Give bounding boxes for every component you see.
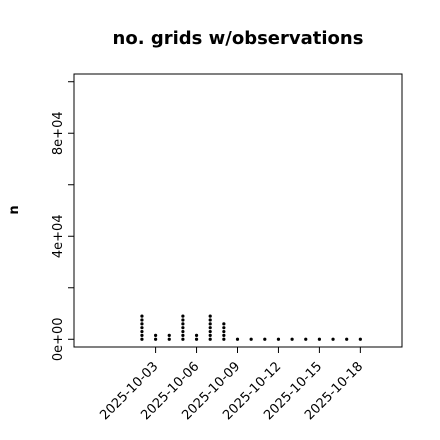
data-point bbox=[181, 322, 185, 326]
data-point bbox=[208, 322, 212, 326]
plot-frame bbox=[73, 73, 403, 348]
data-point bbox=[222, 337, 226, 341]
data-points bbox=[140, 314, 362, 341]
data-point bbox=[181, 318, 185, 322]
data-point bbox=[208, 314, 212, 318]
data-point bbox=[317, 337, 321, 341]
data-point bbox=[235, 337, 240, 341]
x-axis: 2025-10-032025-10-062025-10-092025-10-12… bbox=[97, 347, 366, 423]
data-point bbox=[140, 314, 144, 318]
y-tick-label: 8e+04 bbox=[51, 111, 66, 155]
data-point bbox=[140, 322, 144, 326]
y-axis: 0e+00 4e+04 8e+04 bbox=[51, 81, 74, 361]
data-point bbox=[345, 337, 349, 341]
data-point bbox=[167, 337, 171, 341]
data-point bbox=[140, 318, 144, 322]
data-point bbox=[140, 333, 144, 338]
data-point bbox=[263, 337, 267, 341]
data-point bbox=[181, 329, 185, 334]
data-point bbox=[154, 337, 158, 341]
data-point bbox=[181, 333, 185, 338]
data-point bbox=[208, 318, 212, 322]
data-point bbox=[181, 326, 185, 330]
data-point bbox=[208, 329, 212, 334]
data-point bbox=[358, 337, 362, 341]
data-point bbox=[140, 337, 144, 341]
data-point bbox=[290, 337, 294, 341]
data-point bbox=[222, 326, 226, 330]
data-point bbox=[154, 333, 158, 338]
data-point bbox=[194, 333, 199, 338]
data-point bbox=[208, 333, 212, 338]
data-point bbox=[331, 337, 335, 341]
y-tick-label: 0e+00 bbox=[51, 317, 66, 361]
data-point bbox=[222, 333, 226, 338]
data-point bbox=[276, 337, 281, 341]
y-axis-label: n bbox=[7, 205, 22, 214]
data-point bbox=[222, 329, 226, 334]
data-point bbox=[249, 337, 253, 341]
chart-title: no. grids w/observations bbox=[113, 28, 364, 49]
data-point bbox=[167, 333, 171, 338]
data-point bbox=[140, 326, 144, 330]
data-point bbox=[208, 326, 212, 330]
data-point bbox=[208, 337, 212, 341]
data-point bbox=[222, 322, 226, 326]
data-point bbox=[181, 337, 185, 341]
data-point bbox=[194, 337, 199, 341]
data-point bbox=[304, 337, 308, 341]
y-tick-label: 4e+04 bbox=[51, 214, 66, 258]
data-point bbox=[140, 329, 144, 334]
data-point bbox=[181, 314, 185, 318]
